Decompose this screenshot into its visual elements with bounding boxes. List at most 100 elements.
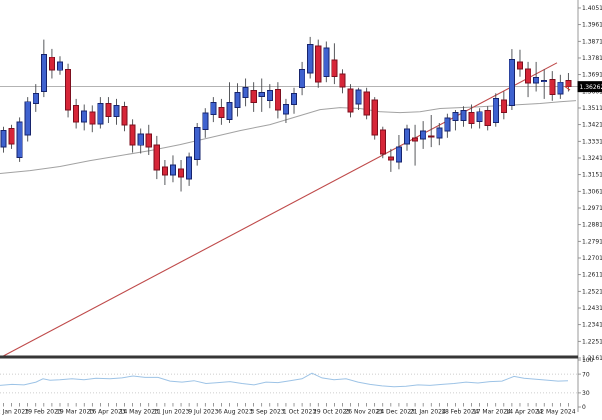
candle (541, 79, 548, 83)
candle (202, 112, 209, 131)
price-axis-label: 1.36910 (582, 72, 602, 79)
candle (436, 127, 443, 139)
candle (460, 110, 467, 122)
date-label: 18 Feb 2024 (441, 409, 479, 416)
rsi-axis-label: 0 (582, 404, 586, 411)
price-axis-label: 1.25210 (582, 288, 602, 295)
candle (452, 112, 459, 122)
candle (137, 133, 144, 146)
current-price-tag (577, 81, 602, 93)
candle (242, 87, 249, 99)
candle (549, 79, 556, 95)
price-axis-label: 1.22510 (582, 338, 602, 345)
price-axis-label: 1.26110 (582, 272, 602, 279)
candle (508, 59, 515, 106)
price-axis-label: 1.23410 (582, 322, 602, 329)
candle (218, 107, 225, 118)
date-label: 9 Jul 2023 (188, 409, 218, 416)
rsi-line (0, 372, 569, 388)
candle (89, 111, 96, 125)
candle (315, 45, 322, 83)
price-axis-label: 1.40510 (582, 5, 602, 12)
rsi-axis-labels: 100 70 30 0 (578, 357, 594, 411)
date-label: 14 May 2023 (120, 409, 159, 416)
price-arrow-icon (564, 82, 571, 91)
candle (145, 133, 152, 148)
candle (113, 104, 120, 117)
candle (266, 90, 273, 102)
candle (16, 121, 23, 158)
date-label: 12 May 2024 (536, 409, 575, 416)
candle (420, 130, 427, 140)
panel-separator (0, 355, 578, 359)
rsi-axis-label: 100 (582, 357, 594, 364)
date-label: 6 Aug 2023 (218, 409, 253, 416)
candle (355, 89, 362, 105)
price-axis-label: 1.29710 (582, 205, 602, 212)
candle (177, 168, 185, 178)
candle (403, 128, 411, 145)
date-label: 26 Nov 2023 (344, 409, 383, 416)
price-axis-labels: 1.405101.396101.387101.378101.369101.360… (578, 5, 602, 362)
candle (153, 144, 160, 171)
candle (565, 79, 572, 88)
date-label: 17 Mar 2024 (473, 409, 511, 416)
candle (412, 137, 419, 142)
candle (395, 146, 402, 163)
candle (371, 99, 378, 136)
rsi-axis-label: 70 (582, 371, 590, 378)
price-axis-label: 1.27910 (582, 238, 602, 245)
candle (250, 90, 257, 104)
candle (226, 102, 233, 120)
candle (234, 92, 241, 109)
candle (32, 92, 39, 104)
candle (65, 68, 72, 111)
candle (129, 124, 136, 146)
price-axis-label: 1.32410 (582, 155, 602, 162)
price-axis-label: 1.31510 (582, 172, 602, 179)
candle (492, 98, 499, 124)
price-axis-label: 1.30610 (582, 188, 602, 195)
date-label: 16 Apr 2023 (89, 409, 126, 416)
candle (210, 102, 217, 116)
date-label: 14 Apr 2024 (505, 409, 542, 416)
price-axis-label: 1.35110 (582, 105, 602, 112)
price-axis-label: 1.28810 (582, 222, 602, 229)
price-axis-label: 1.27010 (582, 255, 602, 262)
price-axis-label: 1.21610 (582, 355, 602, 362)
current-price-text: 1.36262 (580, 84, 602, 91)
candle (0, 129, 7, 148)
date-label: 3 Sep 2023 (250, 409, 284, 416)
candle (516, 61, 524, 70)
candle (105, 103, 112, 117)
candle (40, 54, 47, 92)
candles-group (0, 36, 572, 192)
candle (428, 135, 435, 138)
rsi-axis-label: 30 (582, 390, 590, 397)
candle (290, 92, 298, 105)
candle (274, 89, 281, 111)
price-axis-label: 1.33310 (582, 138, 602, 145)
candle (282, 104, 289, 115)
date-label: 24 Dec 2023 (377, 409, 416, 416)
date-label: 11 Jun 2023 (153, 409, 189, 416)
price-axis-label: 1.24310 (582, 305, 602, 312)
candle (468, 112, 475, 124)
candle (24, 101, 31, 136)
candle (444, 117, 451, 132)
candle (307, 43, 314, 74)
candle (81, 110, 88, 123)
candle (258, 92, 265, 98)
candle (194, 127, 201, 160)
candle (363, 91, 370, 116)
candle (161, 166, 168, 176)
candle (73, 104, 80, 123)
candle (339, 73, 346, 88)
price-axis-label: 1.38710 (582, 38, 602, 45)
candle (299, 68, 306, 88)
candle (500, 99, 507, 114)
candle (97, 103, 104, 125)
